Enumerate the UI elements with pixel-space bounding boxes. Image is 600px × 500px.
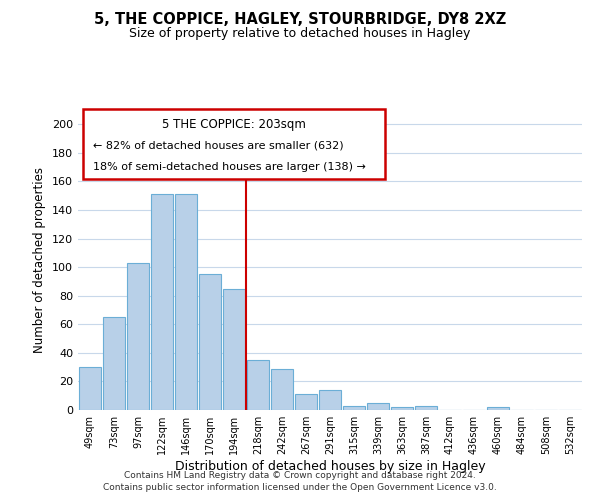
FancyBboxPatch shape [83, 108, 385, 179]
Bar [415, 406, 437, 410]
Bar [79, 367, 101, 410]
Bar [127, 263, 149, 410]
Text: Size of property relative to detached houses in Hagley: Size of property relative to detached ho… [130, 28, 470, 40]
Bar [271, 368, 293, 410]
Bar [103, 317, 125, 410]
X-axis label: Distribution of detached houses by size in Hagley: Distribution of detached houses by size … [175, 460, 485, 473]
Bar [343, 406, 365, 410]
Text: 5 THE COPPICE: 203sqm: 5 THE COPPICE: 203sqm [163, 118, 306, 130]
Text: Contains public sector information licensed under the Open Government Licence v3: Contains public sector information licen… [103, 484, 497, 492]
Bar [175, 194, 197, 410]
Bar [295, 394, 317, 410]
Bar [199, 274, 221, 410]
Text: Contains HM Land Registry data © Crown copyright and database right 2024.: Contains HM Land Registry data © Crown c… [124, 471, 476, 480]
Bar [247, 360, 269, 410]
Bar [367, 403, 389, 410]
Text: ← 82% of detached houses are smaller (632): ← 82% of detached houses are smaller (63… [93, 141, 344, 151]
Y-axis label: Number of detached properties: Number of detached properties [34, 167, 46, 353]
Bar [319, 390, 341, 410]
Bar [391, 407, 413, 410]
Bar [223, 288, 245, 410]
Text: 18% of semi-detached houses are larger (138) →: 18% of semi-detached houses are larger (… [93, 162, 366, 172]
Bar [487, 407, 509, 410]
Bar [151, 194, 173, 410]
Text: 5, THE COPPICE, HAGLEY, STOURBRIDGE, DY8 2XZ: 5, THE COPPICE, HAGLEY, STOURBRIDGE, DY8… [94, 12, 506, 28]
